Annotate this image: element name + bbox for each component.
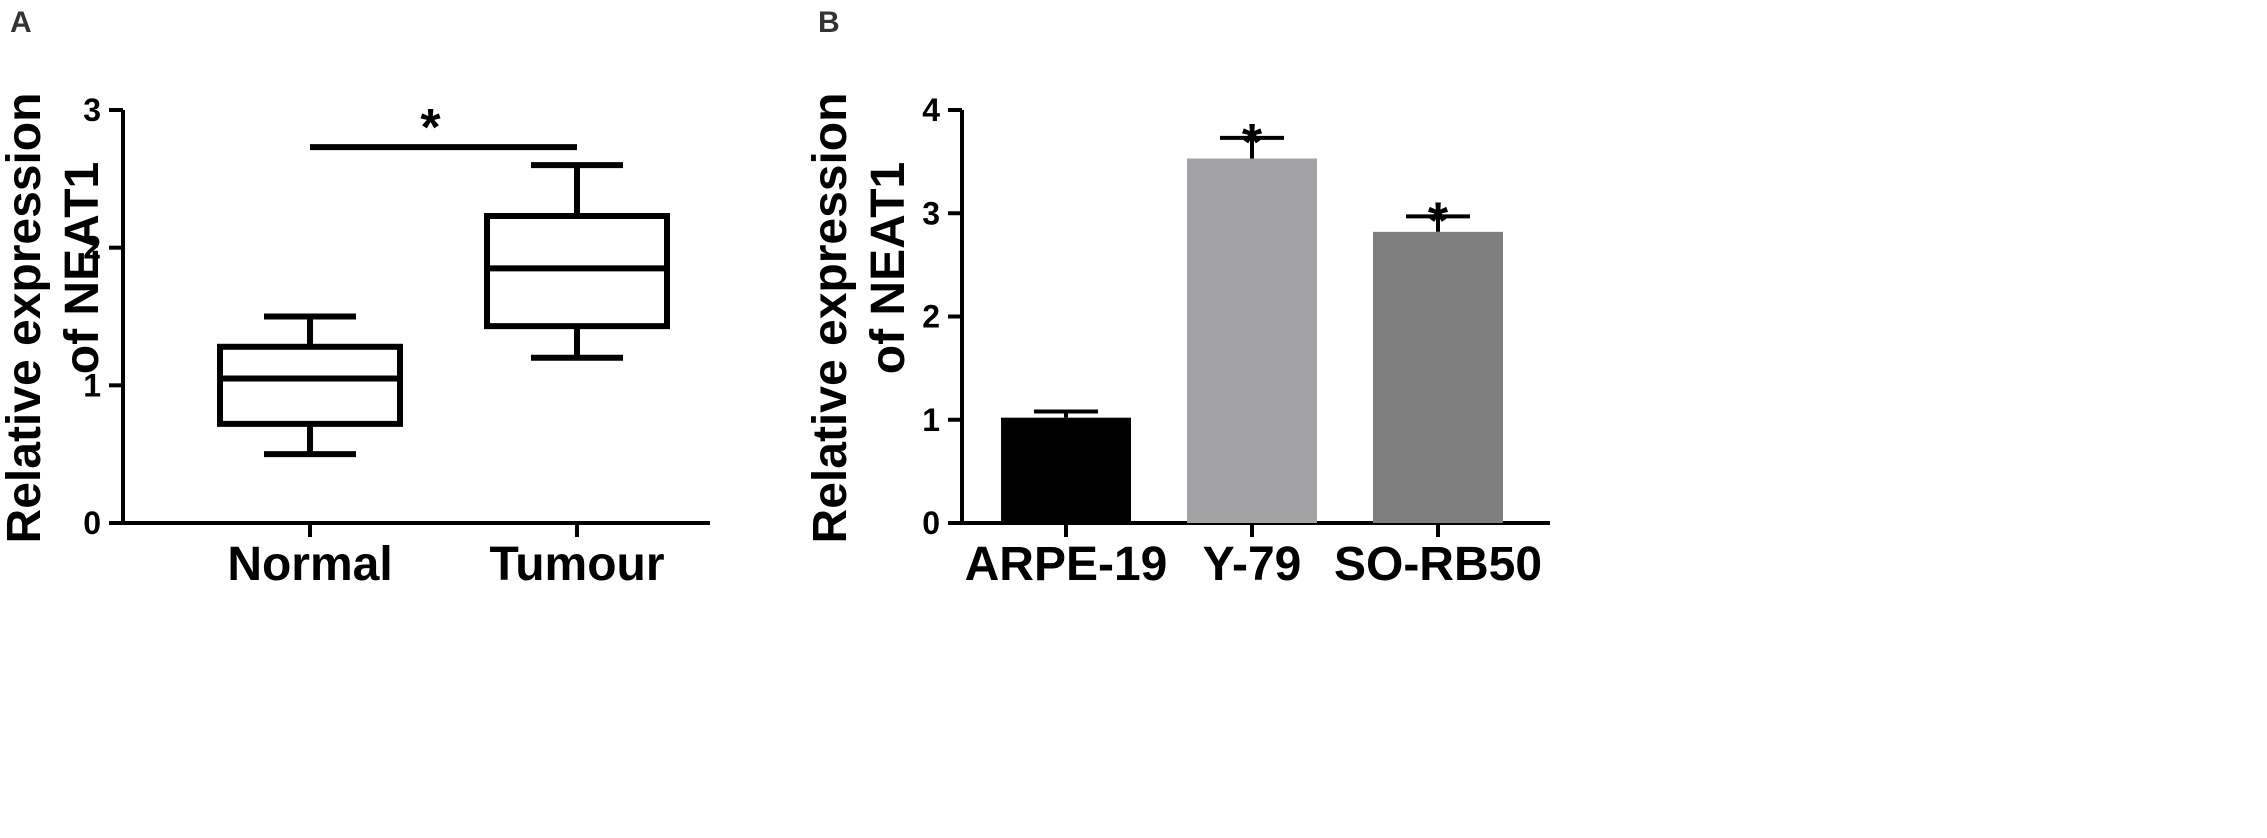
panel-b-ytick-label: 3 (922, 195, 940, 231)
significance-asterisk: * (1242, 114, 1263, 172)
panel-a-ytick-label: 1 (83, 367, 101, 403)
panel-b-category-label: ARPE-19 (965, 538, 1168, 591)
panel-b-ytick-label: 4 (922, 92, 940, 128)
panel-b-ylabel-line2: of NEAT1 (862, 162, 915, 374)
significance-asterisk: * (1428, 192, 1449, 250)
panel-a-ytick-label: 2 (83, 230, 101, 266)
panel-a-category-label: Tumour (489, 538, 664, 591)
panel-b-ytick-label: 2 (922, 299, 940, 335)
bar (1187, 158, 1317, 523)
panel-b-ytick-label: 1 (922, 402, 940, 438)
panel-a-ylabel-line2: of NEAT1 (56, 162, 109, 374)
panel-b-bars: ** (1001, 114, 1503, 523)
panel-a-boxes: * (217, 99, 670, 458)
panel-a-category-label: Normal (227, 538, 392, 591)
panel-a-label: A (10, 6, 32, 39)
bar (1373, 231, 1503, 523)
panel-a: A Relative expression of NEAT1 0 1 2 3 Norma… (0, 6, 710, 591)
panel-b-label: B (818, 6, 840, 39)
panel-a-axes: 0 1 2 3 Normal Tumour (83, 92, 710, 591)
panel-b-category-label: Y-79 (1203, 538, 1302, 591)
panel-b-ylabel-line1: Relative expression (804, 93, 857, 544)
panel-a-ytick-label: 0 (83, 505, 101, 541)
panel-b: B Relative expression of NEAT1 0 1 2 3 4 ARPE… (804, 6, 1550, 591)
panel-b-category-label: SO-RB50 (1334, 538, 1542, 591)
box-iqr (217, 343, 403, 427)
bar (1001, 417, 1131, 523)
panel-a-ylabel-line1: Relative expression (0, 93, 51, 544)
significance-asterisk: * (420, 99, 441, 157)
panel-b-ytick-label: 0 (922, 505, 940, 541)
panel-a-ytick-label: 3 (83, 92, 101, 128)
